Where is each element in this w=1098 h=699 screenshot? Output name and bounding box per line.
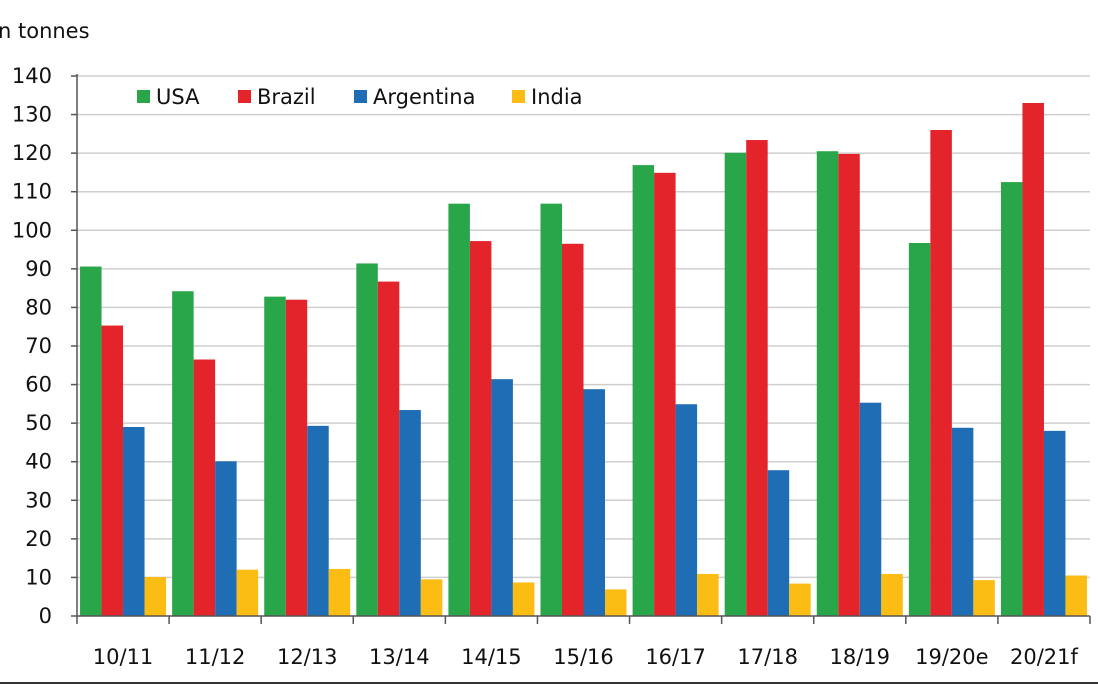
x-tick-label: 15/16 — [553, 645, 614, 669]
bar-argentina-20-21f — [1043, 430, 1066, 616]
legend-item-brazil: Brazil — [238, 85, 316, 109]
bar-argentina-17-18 — [767, 470, 790, 616]
bar-india-17-18 — [789, 583, 811, 616]
bar-brazil-11-12 — [193, 359, 216, 616]
y-tick-label: 130 — [12, 103, 52, 127]
bar-brazil-16-17 — [654, 172, 676, 617]
y-axis-label: n tonnes — [0, 19, 90, 43]
bar-argentina-15-16 — [583, 389, 605, 616]
bar-usa-17-18 — [724, 152, 747, 616]
bar-argentina-11-12 — [215, 461, 237, 616]
bar-india-12-13 — [328, 568, 351, 616]
y-tick-label: 70 — [25, 334, 52, 358]
bar-usa-20-21f — [1000, 182, 1023, 617]
legend-item-usa: USA — [137, 85, 200, 109]
y-tick-label: 120 — [12, 141, 52, 165]
bar-argentina-16-17 — [675, 404, 698, 616]
y-tick-label: 0 — [39, 604, 52, 628]
y-tick-label: 100 — [12, 218, 52, 242]
bar-brazil-15-16 — [562, 243, 584, 617]
bar-brazil-13-14 — [377, 281, 400, 616]
bar-usa-16-17 — [632, 165, 655, 616]
bar-india-15-16 — [605, 589, 627, 616]
bar-argentina-13-14 — [399, 410, 421, 616]
x-tick-label: 13/14 — [369, 645, 430, 669]
bar-brazil-20-21f — [1022, 103, 1044, 616]
y-tick-label: 110 — [12, 180, 52, 204]
bar-india-16-17 — [697, 573, 719, 616]
bar-usa-11-12 — [172, 291, 194, 616]
x-tick-label: 12/13 — [277, 645, 338, 669]
bar-brazil-17-18 — [746, 140, 768, 616]
legend-label: India — [531, 85, 583, 109]
legend-label: Brazil — [257, 85, 316, 109]
bar-usa-18-19 — [816, 151, 839, 616]
legend-swatch — [512, 90, 525, 103]
bar-usa-14-15 — [448, 203, 470, 616]
bar-usa-15-16 — [540, 203, 562, 616]
bar-usa-13-14 — [356, 263, 378, 616]
bar-india-13-14 — [420, 579, 443, 616]
x-tick-label: 19/20e — [915, 645, 988, 669]
x-tick-label: 18/19 — [830, 645, 891, 669]
y-tick-label: 20 — [25, 527, 52, 551]
x-tick-labels: 10/11 11/12 12/13 13/14 14/15 15/16 16/17 17/18… — [93, 645, 1079, 669]
x-tick-label: 20/21f — [1010, 645, 1079, 669]
bar-argentina-10-11 — [123, 427, 145, 616]
legend-swatch — [137, 90, 150, 103]
bar-india-14-15 — [512, 582, 535, 616]
bar-argentina-19-20e — [951, 427, 974, 616]
x-tick-label: 16/17 — [645, 645, 706, 669]
bar-india-18-19 — [881, 573, 903, 616]
legend-label: USA — [156, 85, 200, 109]
bar-usa-19-20e — [908, 243, 931, 616]
bar-usa-12-13 — [264, 296, 286, 616]
y-tick-label: 30 — [25, 488, 52, 512]
x-tick-label: 17/18 — [737, 645, 798, 669]
legend-swatch — [238, 90, 251, 103]
bar-brazil-19-20e — [930, 130, 952, 616]
bar-argentina-14-15 — [491, 379, 513, 616]
bar-brazil-10-11 — [101, 325, 124, 616]
bar-india-19-20e — [973, 580, 995, 616]
axes — [71, 74, 1091, 624]
bar-brazil-14-15 — [469, 241, 492, 617]
legend-item-argentina: Argentina — [354, 85, 475, 109]
y-tick-label: 40 — [25, 450, 52, 474]
y-tick-label: 140 — [12, 64, 52, 88]
legend: USA Brazil Argentina India — [137, 85, 583, 109]
legend-label: Argentina — [373, 85, 475, 109]
y-tick-label: 10 — [25, 565, 52, 589]
y-tick-label: 90 — [25, 257, 52, 281]
x-tick-label: 14/15 — [461, 645, 522, 669]
bar-argentina-18-19 — [859, 402, 882, 616]
bar-india-20-21f — [1065, 575, 1087, 616]
bar-india-11-12 — [236, 569, 259, 616]
bar-brazil-18-19 — [838, 153, 860, 616]
y-tick-labels: 0 10 20 30 40 50 60 70 80 90 100 110 120 130 140 — [12, 64, 52, 628]
y-tick-label: 50 — [25, 411, 52, 435]
x-tick-label: 10/11 — [93, 645, 154, 669]
bar-brazil-12-13 — [285, 299, 308, 616]
bars — [80, 103, 1087, 617]
bar-usa-10-11 — [80, 266, 102, 616]
y-tick-label: 80 — [25, 295, 52, 319]
bar-argentina-12-13 — [307, 425, 329, 616]
legend-swatch — [354, 90, 367, 103]
legend-item-india: India — [512, 85, 583, 109]
y-tick-label: 60 — [25, 373, 52, 397]
x-tick-label: 11/12 — [185, 645, 246, 669]
bar-india-10-11 — [144, 577, 167, 616]
